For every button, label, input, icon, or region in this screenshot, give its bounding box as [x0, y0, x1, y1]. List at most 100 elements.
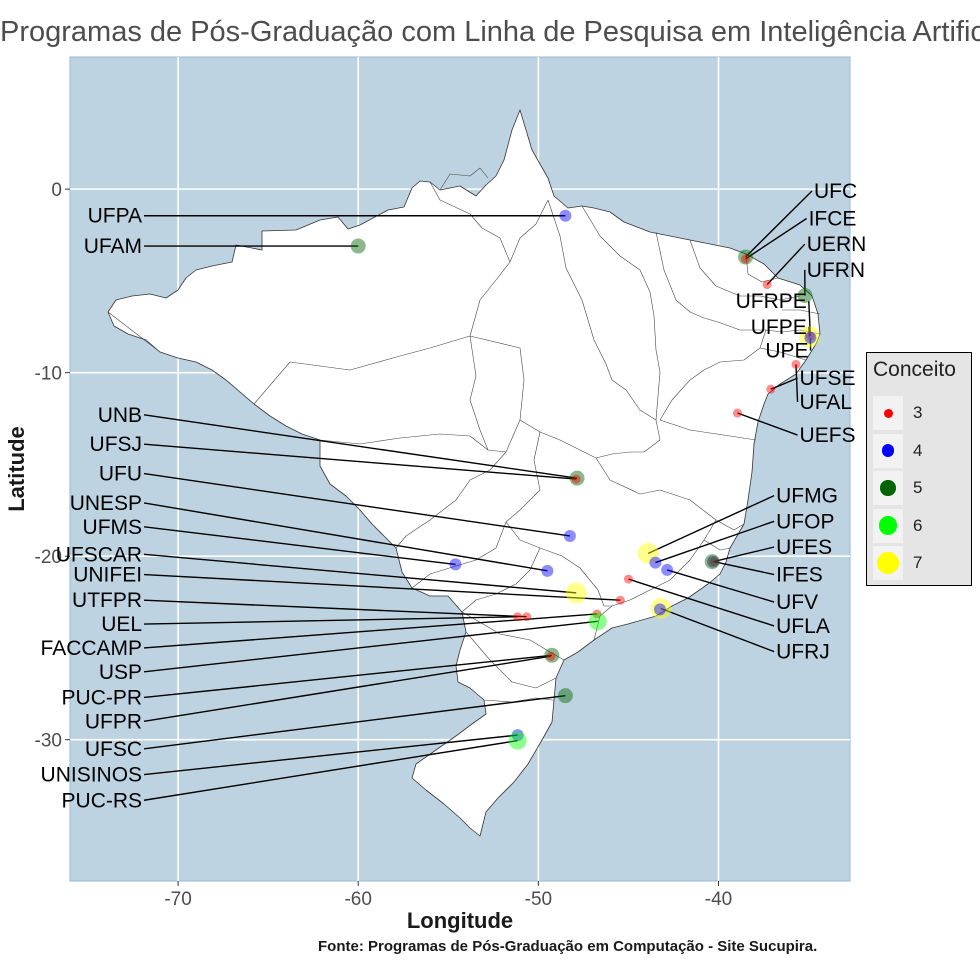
leader-line — [808, 301, 812, 336]
point-label-ufpe: UFPE — [751, 316, 807, 339]
point-label-ufpa: UFPA — [88, 205, 142, 228]
y-tick-label: -10 — [35, 364, 62, 385]
point-unisinos — [511, 729, 524, 742]
legend-key — [873, 433, 903, 468]
point-label-ufal: UFAL — [800, 391, 853, 414]
leader-line — [144, 599, 527, 618]
point-ufla — [623, 574, 633, 584]
leader-line — [712, 546, 775, 563]
point-label-ufrpe: UFRPE — [736, 290, 807, 313]
point-label-unisinos: UNISINOS — [41, 764, 143, 787]
point-ufc — [738, 249, 754, 265]
point-ufms — [449, 558, 462, 571]
point-label-puc-pr: PUC-PR — [62, 686, 143, 709]
point-label-ufop: UFOP — [776, 510, 834, 533]
leader-line — [143, 472, 570, 537]
x-tick-label: -60 — [344, 889, 371, 910]
legend-item-6: 6 — [873, 508, 967, 544]
source-caption: Fonte: Programas de Pós-Graduação em Com… — [318, 938, 818, 955]
point-uel — [513, 612, 523, 622]
leader-line — [144, 613, 597, 649]
chart-title: Programas de Pós-Graduação com Linha de … — [0, 16, 980, 48]
point-utfpr — [522, 612, 532, 622]
point-ufpr — [546, 651, 556, 661]
point-upe — [804, 331, 817, 344]
point-label-ifce: IFCE — [809, 207, 857, 230]
legend-dot — [877, 552, 899, 574]
leader-line — [808, 326, 811, 337]
point-unesp — [541, 564, 554, 577]
point-label-ufrj: UFRJ — [776, 641, 830, 664]
point-label-ifes: IFES — [776, 564, 823, 587]
point-ufrpe — [805, 331, 815, 341]
leader-line — [143, 655, 552, 723]
leader-line — [766, 243, 806, 286]
point-uern — [762, 280, 772, 290]
leader-line — [770, 377, 798, 390]
point-puc-rs — [508, 731, 527, 750]
point-label-uefs: UEFS — [800, 424, 856, 447]
point-ufes — [707, 555, 720, 568]
leader-line — [713, 560, 775, 576]
point-ifes — [709, 557, 719, 567]
x-axis-title: Longitude — [407, 908, 513, 933]
point-label-unifei: UNIFEI — [73, 564, 142, 587]
point-ufscar — [565, 582, 587, 604]
legend-label: 3 — [913, 403, 923, 422]
point-uefs — [732, 408, 742, 418]
point-ufsc — [557, 688, 573, 704]
point-unb — [569, 470, 585, 486]
leader-line — [143, 414, 578, 479]
point-ufrj-2 — [653, 603, 666, 616]
x-tick-label: -50 — [525, 889, 552, 910]
leader-line — [144, 616, 518, 625]
state-borders — [107, 167, 821, 703]
legend-key — [873, 396, 903, 430]
point-ufmg — [637, 542, 659, 564]
legend-dot — [881, 444, 895, 457]
point-label-uern: UERN — [807, 233, 867, 256]
point-label-ufmg: UFMG — [776, 485, 838, 508]
point-ufop — [649, 556, 662, 569]
point-label-ufsc: UFSC — [85, 738, 142, 761]
leader-line — [660, 607, 775, 653]
y-tick-label: 0 — [51, 180, 62, 201]
leader-line — [143, 443, 577, 480]
leader-line — [745, 190, 813, 258]
point-ufv — [661, 563, 674, 576]
y-tick-label: -20 — [35, 547, 62, 568]
legend-item-7: 7 — [873, 545, 967, 581]
leader-line — [143, 526, 456, 566]
point-ufal — [791, 359, 801, 369]
legend-dot — [880, 480, 896, 496]
legend-item-3: 3 — [873, 395, 967, 431]
legend-key — [873, 471, 903, 505]
point-label-ufms: UFMS — [83, 516, 143, 539]
leader-line — [655, 520, 775, 564]
x-tick-label: -70 — [164, 889, 191, 910]
legend: Conceito 3 4 5 6 7 — [866, 352, 972, 586]
point-label-usp: USP — [99, 661, 142, 684]
leader-line — [144, 573, 621, 601]
x-tick-label: -40 — [705, 889, 732, 910]
point-ufpe — [798, 326, 820, 348]
leader-line — [647, 494, 775, 555]
point-ufrn — [797, 288, 813, 304]
legend-dot — [878, 516, 898, 535]
legend-key — [873, 546, 903, 580]
legend-label: 6 — [913, 515, 923, 535]
point-label-puc-rs: PUC-RS — [62, 789, 143, 812]
point-label-unesp: UNESP — [70, 492, 142, 515]
legend-key — [873, 508, 903, 543]
point-label-upe: UPE — [765, 340, 808, 363]
leader-line — [745, 217, 807, 260]
point-label-ufc: UFC — [814, 180, 857, 203]
leader-line — [795, 364, 799, 403]
point-faccamp — [592, 609, 602, 619]
axes: -70 -60 -50 -40 0 -10 -20 -30 — [35, 180, 733, 910]
leader-line — [143, 694, 566, 750]
point-label-utfpr: UTFPR — [72, 589, 142, 612]
leader-line — [143, 620, 598, 673]
point-label-ufscar: UFSCAR — [56, 543, 142, 566]
